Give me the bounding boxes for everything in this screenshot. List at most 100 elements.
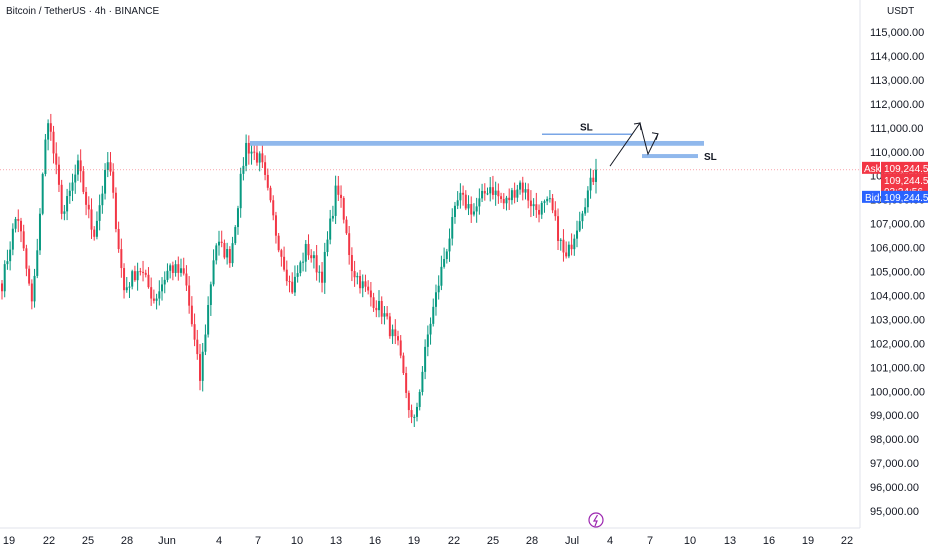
price-tick-label: 107,000.00 bbox=[870, 219, 925, 231]
candle-body bbox=[426, 334, 429, 347]
candle bbox=[120, 238, 123, 278]
candle bbox=[364, 274, 367, 292]
candle-body bbox=[508, 197, 511, 201]
candle-body bbox=[264, 162, 267, 175]
candle-body bbox=[459, 192, 462, 201]
candle-body bbox=[456, 200, 459, 206]
candle bbox=[93, 226, 96, 241]
candle-body bbox=[491, 187, 494, 195]
candle bbox=[578, 211, 581, 233]
lightning-icon bbox=[592, 514, 599, 527]
price-tick-label: 102,000.00 bbox=[870, 338, 925, 350]
candle bbox=[350, 247, 353, 282]
candle bbox=[104, 163, 107, 200]
candle-body bbox=[581, 213, 584, 222]
candle-body bbox=[25, 248, 28, 269]
candle bbox=[383, 306, 386, 325]
candle bbox=[394, 319, 397, 345]
candle-body bbox=[424, 346, 427, 372]
candle bbox=[483, 183, 486, 201]
candle-body bbox=[475, 206, 478, 212]
candle-body bbox=[559, 239, 562, 241]
candle-body bbox=[478, 198, 481, 207]
candle-body bbox=[429, 323, 432, 335]
candle bbox=[345, 216, 348, 235]
candle-body bbox=[288, 281, 291, 283]
candle bbox=[540, 200, 543, 219]
candle bbox=[66, 188, 69, 221]
candle bbox=[212, 249, 215, 287]
candle bbox=[472, 203, 475, 217]
candle-body bbox=[521, 182, 524, 193]
candle bbox=[519, 180, 522, 195]
candle-body bbox=[199, 354, 201, 381]
candle-body bbox=[302, 261, 305, 263]
candle-body bbox=[350, 255, 353, 272]
price-tick-label: 114,000.00 bbox=[870, 51, 924, 63]
candle bbox=[386, 306, 389, 320]
time-tick-label: 13 bbox=[724, 535, 736, 547]
candle-body bbox=[68, 190, 71, 197]
candle-body bbox=[570, 244, 573, 250]
candle bbox=[285, 260, 288, 286]
candle bbox=[250, 142, 253, 165]
candle bbox=[264, 155, 267, 181]
candle bbox=[215, 243, 218, 265]
candle-body bbox=[383, 313, 386, 317]
time-axis[interactable]: 19 22 25 28 Jun 4 7 10 13 16 19 22 25 28 Jul 4 7 10 13 16 19… bbox=[3, 535, 853, 547]
candle bbox=[331, 205, 334, 222]
candle-body bbox=[369, 290, 372, 298]
candle-body bbox=[584, 207, 587, 214]
candle-body bbox=[155, 298, 158, 301]
candle bbox=[6, 249, 9, 270]
candle bbox=[372, 292, 375, 312]
time-tick-label: 16 bbox=[369, 535, 381, 547]
candle bbox=[291, 272, 294, 295]
candle bbox=[456, 191, 459, 210]
candle-body bbox=[204, 334, 207, 352]
candle bbox=[399, 335, 402, 359]
candle-body bbox=[128, 286, 131, 288]
candle bbox=[22, 224, 25, 252]
candle bbox=[76, 154, 79, 181]
candle-body bbox=[274, 215, 277, 236]
bid-price-value: 109,244.57 bbox=[884, 193, 932, 204]
candle-body bbox=[592, 177, 595, 182]
candle-body bbox=[17, 218, 20, 221]
candle-body bbox=[133, 271, 136, 281]
candle bbox=[207, 296, 210, 338]
candle-body bbox=[285, 269, 288, 282]
candle bbox=[190, 296, 193, 327]
candle bbox=[155, 293, 158, 310]
candle bbox=[340, 185, 343, 208]
candle-body bbox=[117, 228, 120, 250]
candle-body bbox=[144, 272, 147, 275]
candle-body bbox=[323, 251, 326, 283]
time-tick-label: Jul bbox=[565, 535, 579, 547]
price-axis[interactable]: 115,000.00 114,000.00 113,000.00 112,000.00… bbox=[870, 27, 925, 518]
candle-body bbox=[247, 142, 250, 154]
candle-body bbox=[253, 151, 256, 153]
candle bbox=[125, 277, 128, 293]
stop-loss-label: SL bbox=[580, 122, 593, 133]
candle-body bbox=[372, 297, 375, 308]
candle-body bbox=[169, 265, 172, 271]
candle-body bbox=[388, 316, 391, 337]
candle-body bbox=[467, 204, 470, 209]
candle bbox=[163, 271, 166, 294]
candle-body bbox=[207, 304, 210, 335]
candle-body bbox=[114, 192, 117, 229]
candle bbox=[527, 183, 530, 209]
candle bbox=[52, 125, 55, 164]
candle bbox=[204, 324, 207, 356]
candle bbox=[592, 169, 595, 185]
replay-icon[interactable] bbox=[588, 512, 604, 528]
candle-body bbox=[505, 197, 508, 204]
candle bbox=[19, 217, 22, 243]
candle bbox=[554, 201, 557, 221]
candle-body bbox=[337, 185, 340, 195]
candle-body bbox=[49, 123, 52, 132]
candle-body bbox=[239, 173, 242, 209]
